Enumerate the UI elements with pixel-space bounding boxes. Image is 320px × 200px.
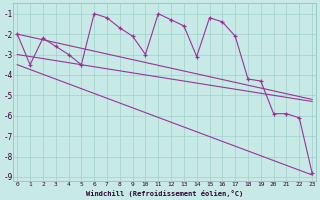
X-axis label: Windchill (Refroidissement éolien,°C): Windchill (Refroidissement éolien,°C) bbox=[86, 190, 243, 197]
